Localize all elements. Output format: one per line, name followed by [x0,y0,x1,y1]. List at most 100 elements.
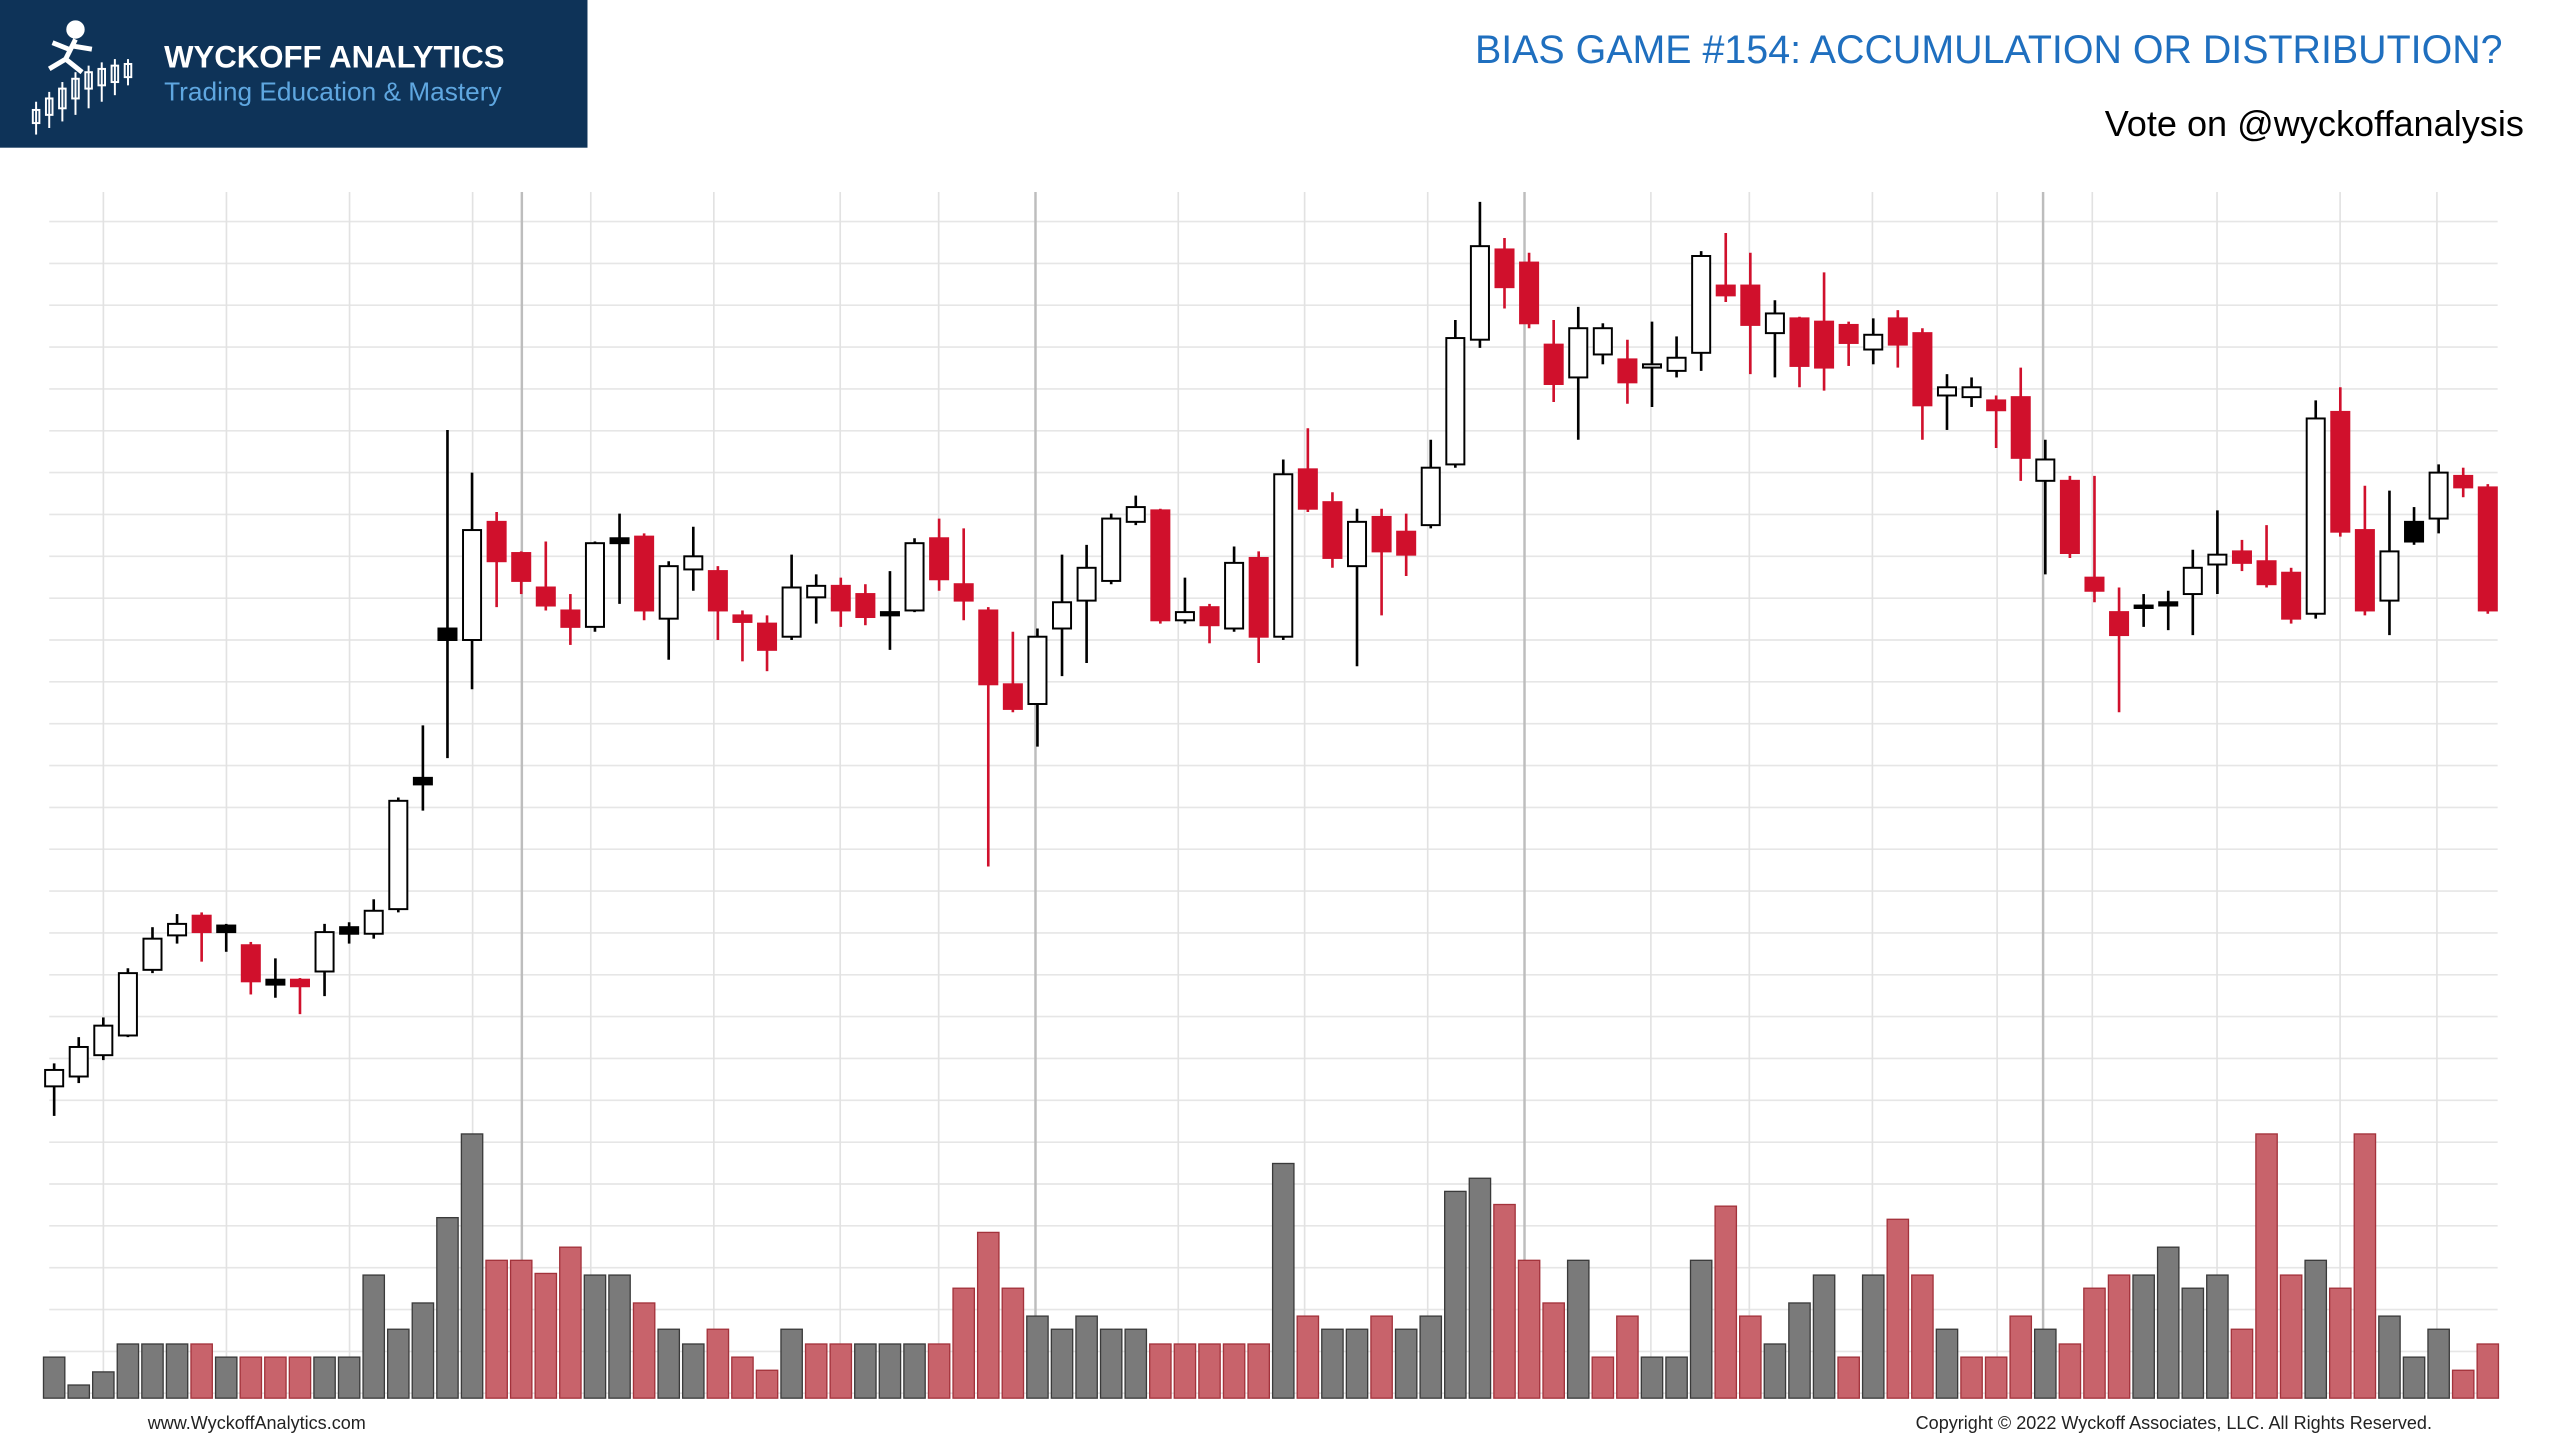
volume-bar [2206,1274,2229,1399]
volume-bar [1542,1302,1565,1399]
candle-body [1519,261,1540,325]
volume-bar [731,1356,754,1399]
volume-bar [1124,1328,1148,1399]
volume-bar [2353,1133,2377,1399]
volume-bar [2107,1274,2131,1399]
candle-body [1076,566,1097,602]
candle-body [1248,556,1269,638]
candle-body [1568,327,1589,379]
volume-bar [2427,1328,2450,1399]
volume-bar [1026,1315,1049,1399]
candle-body [93,1024,114,1057]
volume-bar [1911,1274,1934,1399]
candle-body [191,914,212,934]
volume-bar [1788,1302,1811,1399]
volume-bar [1960,1356,1983,1399]
candle-body [142,937,163,971]
candle-body [44,1068,65,1088]
candle-body [462,529,483,641]
candle-body [117,972,138,1037]
candle-body [2109,611,2130,637]
candle-body [707,570,728,612]
candle-body [1543,343,1564,385]
volume-bar [927,1343,951,1399]
volume-bar [239,1356,263,1399]
candle-body [1715,284,1736,297]
volume-bar [411,1302,435,1399]
volume-bar [534,1272,558,1399]
volume-bar [755,1369,779,1399]
volume-bar [1739,1315,1762,1399]
candle-body [388,799,409,911]
volume-bar [976,1231,1000,1399]
volume-bar [1566,1259,1590,1399]
candle-body [1838,323,1859,344]
volume-bar [804,1343,828,1399]
copyright: Copyright © 2022 Wyckoff Associates, LLC… [1916,1413,2432,1433]
volume-bar [42,1356,66,1399]
volume-bar [2132,1274,2155,1399]
website: www.WyckoffAnalytics.com [147,1413,366,1433]
candle-body [1027,635,1048,705]
candle-body [240,944,261,983]
volume-bar [460,1133,484,1399]
candle-body [560,609,581,628]
candle-body [609,537,630,545]
candle-body [289,978,310,988]
volume-bar [91,1371,115,1399]
volume-bar [1173,1343,1197,1399]
volume-bar [436,1216,459,1399]
logo-icon [31,20,133,135]
volume-bar [116,1343,140,1399]
volume-bar [1493,1203,1516,1399]
candle-body [511,552,532,582]
candle-body [1592,327,1613,356]
volume-bar [1468,1177,1492,1399]
candle-body [1863,333,1884,351]
volume-bar [1345,1328,1369,1399]
candle-body [2404,520,2425,543]
volume-bar [141,1343,164,1399]
volume-bar [681,1343,705,1399]
volume-bar [1616,1315,1639,1399]
volume-bar [1444,1190,1467,1399]
candle-body [167,922,188,937]
volume-bar [903,1343,926,1399]
candle-body [2084,576,2105,592]
candle-body [68,1045,89,1078]
candle-body [1297,468,1318,510]
candle-body [1002,683,1023,710]
volume-bar [1222,1343,1246,1399]
candle-body [1445,337,1466,466]
candle-body [2231,550,2252,564]
volume-bar [2304,1259,2328,1399]
volume-bar [2156,1246,2180,1399]
candle-body [1396,530,1417,556]
candle-body [486,520,507,563]
volume-bar [583,1274,607,1399]
candle-body [1789,317,1810,367]
candle-body [584,542,605,628]
volume-bar [2058,1343,2082,1399]
volume-bar [362,1274,386,1399]
volume-bar [2181,1287,2205,1399]
candle-body [2035,458,2056,482]
candle-body [1199,606,1220,627]
volume-bar [1763,1343,1787,1399]
volume-bar [780,1328,803,1399]
candle-body [2330,410,2351,533]
volume-bar [214,1356,238,1399]
volume-bar [1886,1218,1910,1399]
candle-body [2428,471,2449,520]
candle-body [929,537,950,581]
candle-body [1273,473,1294,638]
candle-body [904,542,925,612]
volume-bar [1861,1274,1885,1399]
candle-body [265,978,286,986]
volume-bar [485,1259,508,1399]
candle-body [1666,356,1687,372]
candle-body [855,593,876,619]
volume-bar [2083,1287,2106,1399]
candle-body [1347,520,1368,568]
volume-bar [2328,1287,2352,1399]
